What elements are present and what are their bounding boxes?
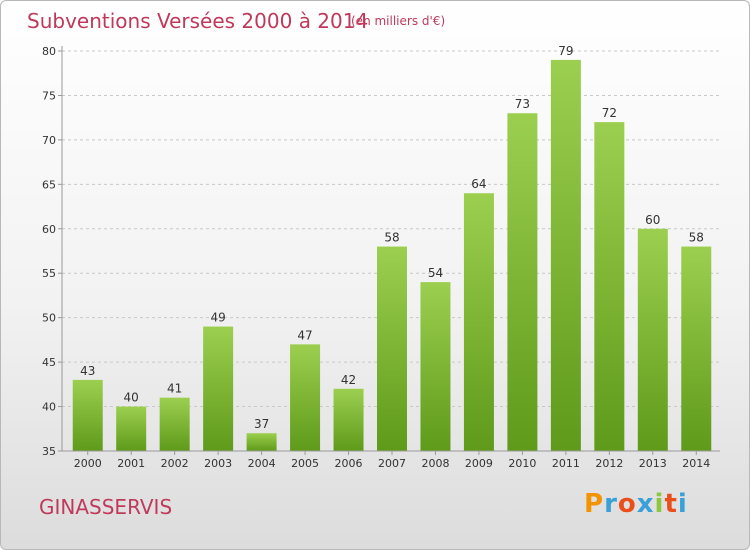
value-label-2008: 54	[428, 266, 443, 280]
bar-2009	[463, 193, 494, 451]
value-label-2001: 40	[124, 391, 139, 405]
logo-letter: P	[584, 489, 605, 519]
value-label-2003: 49	[210, 311, 225, 325]
x-tick-label-2009: 2009	[465, 457, 493, 470]
y-tick-label: 35	[42, 445, 56, 458]
bars: 43 40 41 49 37 47 42 58 54 64 73 79 72 60 58	[72, 44, 712, 452]
value-label-2007: 58	[384, 231, 399, 245]
y-tick-label: 40	[42, 401, 56, 414]
x-tick-label-2011: 2011	[552, 457, 580, 470]
value-label-2006: 42	[341, 373, 356, 387]
chart-title: Subventions Versées 2000 à 2014	[27, 9, 369, 33]
value-label-2012: 72	[602, 106, 617, 120]
value-label-2004: 37	[254, 417, 269, 431]
y-tick-label: 60	[42, 223, 56, 236]
logo-letter: r	[604, 489, 618, 519]
bar-2005	[290, 344, 321, 451]
bar-2014	[681, 246, 712, 451]
x-tick-label-2007: 2007	[378, 457, 406, 470]
commune-name: GINASSERVIS	[39, 495, 173, 519]
x-tick-label-2014: 2014	[682, 457, 710, 470]
logo-letter: t	[664, 489, 678, 519]
bar-2003	[203, 326, 234, 451]
logo-letter: i	[654, 489, 665, 519]
x-tick-label-2012: 2012	[595, 457, 623, 470]
value-label-2011: 79	[558, 44, 573, 58]
x-tick-label-2006: 2006	[335, 457, 363, 470]
value-label-2009: 64	[471, 177, 486, 191]
bar-2008	[420, 282, 451, 451]
x-tick-label-2008: 2008	[421, 457, 449, 470]
value-label-2000: 43	[80, 364, 95, 378]
bar-2004	[246, 433, 277, 451]
bar-2013	[637, 228, 668, 451]
axes: 35 40 45 50 55 60 65 70 75 80 2000 2001 2002 2003 2004…	[42, 45, 720, 470]
logo-letter: o	[617, 489, 637, 519]
y-tick-label: 45	[42, 356, 56, 369]
value-label-2005: 47	[297, 328, 312, 342]
y-tick-label: 50	[42, 312, 56, 325]
bar-2002	[159, 397, 190, 451]
bar-2006	[333, 388, 364, 451]
bar-2010	[507, 113, 538, 451]
y-tick-label: 75	[42, 89, 56, 102]
bar-2007	[377, 246, 407, 451]
x-tick-label-2000: 2000	[74, 457, 102, 470]
value-label-2002: 41	[167, 382, 182, 396]
x-tick-label-2001: 2001	[117, 457, 145, 470]
bar-2012	[594, 122, 625, 451]
value-label-2013: 60	[645, 213, 660, 227]
value-label-2010: 73	[515, 97, 530, 111]
chart-subtitle: (en milliers d'€)	[351, 14, 446, 28]
value-label-2014: 58	[689, 231, 704, 245]
bar-2001	[116, 406, 147, 451]
proxiti-logo: Proxiti	[584, 489, 688, 519]
x-tick-label-2013: 2013	[639, 457, 667, 470]
x-tick-label-2010: 2010	[508, 457, 536, 470]
y-tick-label: 70	[42, 134, 56, 147]
logo-letter: x	[636, 489, 655, 519]
y-tick-label: 65	[42, 178, 56, 191]
y-tick-label: 55	[42, 267, 56, 280]
x-tick-label-2004: 2004	[248, 457, 276, 470]
bar-2011	[550, 59, 581, 452]
x-tick-label-2005: 2005	[291, 457, 319, 470]
x-tick-label-2003: 2003	[204, 457, 232, 470]
bar-2000	[72, 379, 103, 451]
x-tick-label-2002: 2002	[161, 457, 189, 470]
y-tick-label: 80	[42, 45, 56, 58]
logo-letter: i	[677, 489, 688, 519]
